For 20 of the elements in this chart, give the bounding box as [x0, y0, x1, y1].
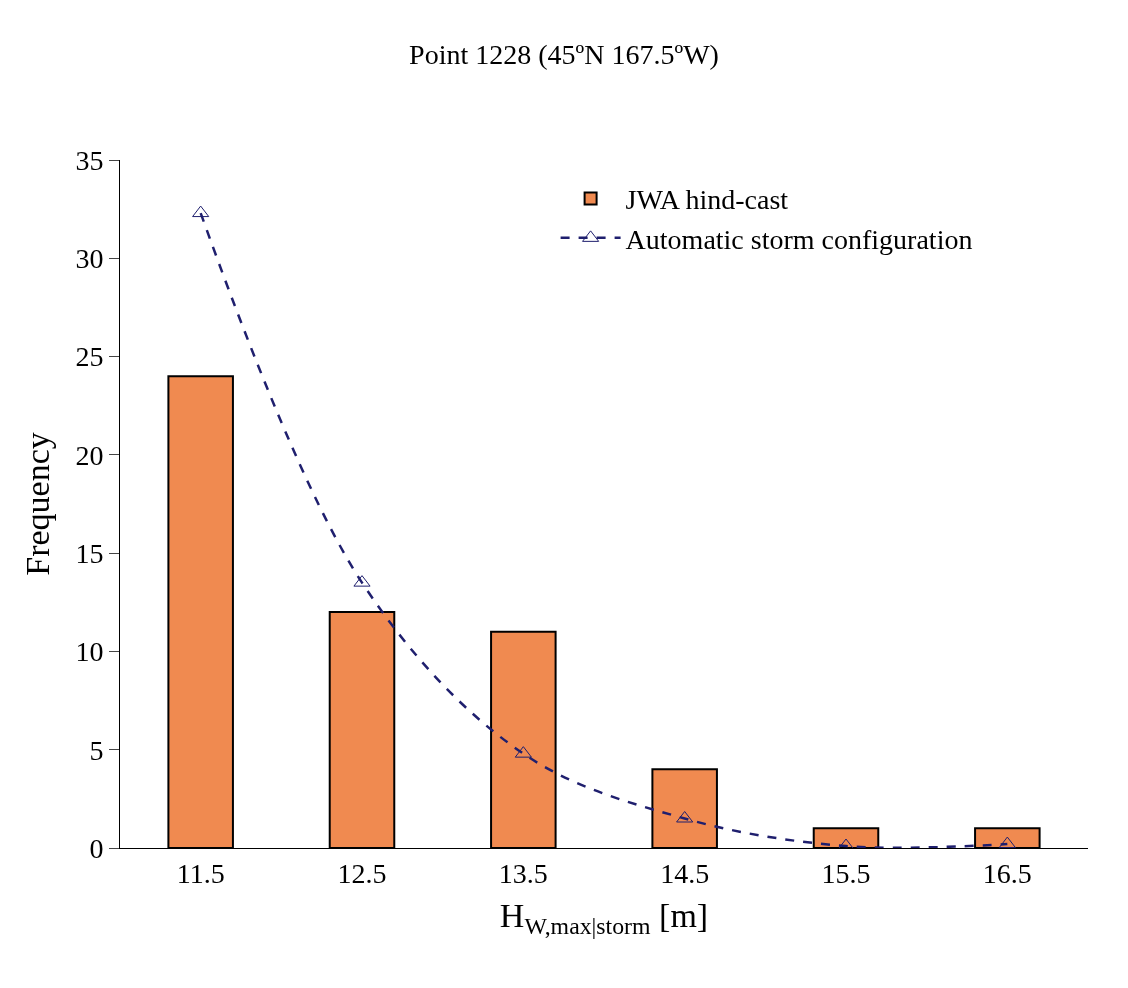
chart-title: Point 1228 (45ºN 167.5ºW) — [409, 39, 719, 71]
y-tick-label: 25 — [75, 341, 104, 373]
x-tick-label: 14.5 — [660, 857, 710, 889]
y-tick-label: 20 — [75, 439, 104, 471]
x-tick-label: 16.5 — [982, 857, 1032, 889]
x-tick-label: 13.5 — [498, 857, 548, 889]
y-tick-label: 0 — [89, 832, 104, 864]
x-tick-label: 15.5 — [821, 857, 871, 889]
x-tick-label: 11.5 — [176, 857, 225, 889]
y-axis-title: Frequency — [19, 432, 56, 576]
y-tick-label: 5 — [89, 734, 104, 766]
y-tick-label: 15 — [75, 537, 104, 569]
x-tick-label: 12.5 — [337, 857, 387, 889]
y-tick-label: 35 — [75, 144, 104, 176]
legend-label: JWA hind-cast — [625, 184, 789, 216]
y-tick-label: 10 — [75, 636, 104, 668]
point — [192, 205, 210, 218]
y-tick-label: 30 — [75, 243, 104, 275]
legend-label: Automatic storm configuration — [625, 223, 973, 255]
x-axis-title: H$_{W,max|storm}$ [m] — [499, 896, 709, 940]
